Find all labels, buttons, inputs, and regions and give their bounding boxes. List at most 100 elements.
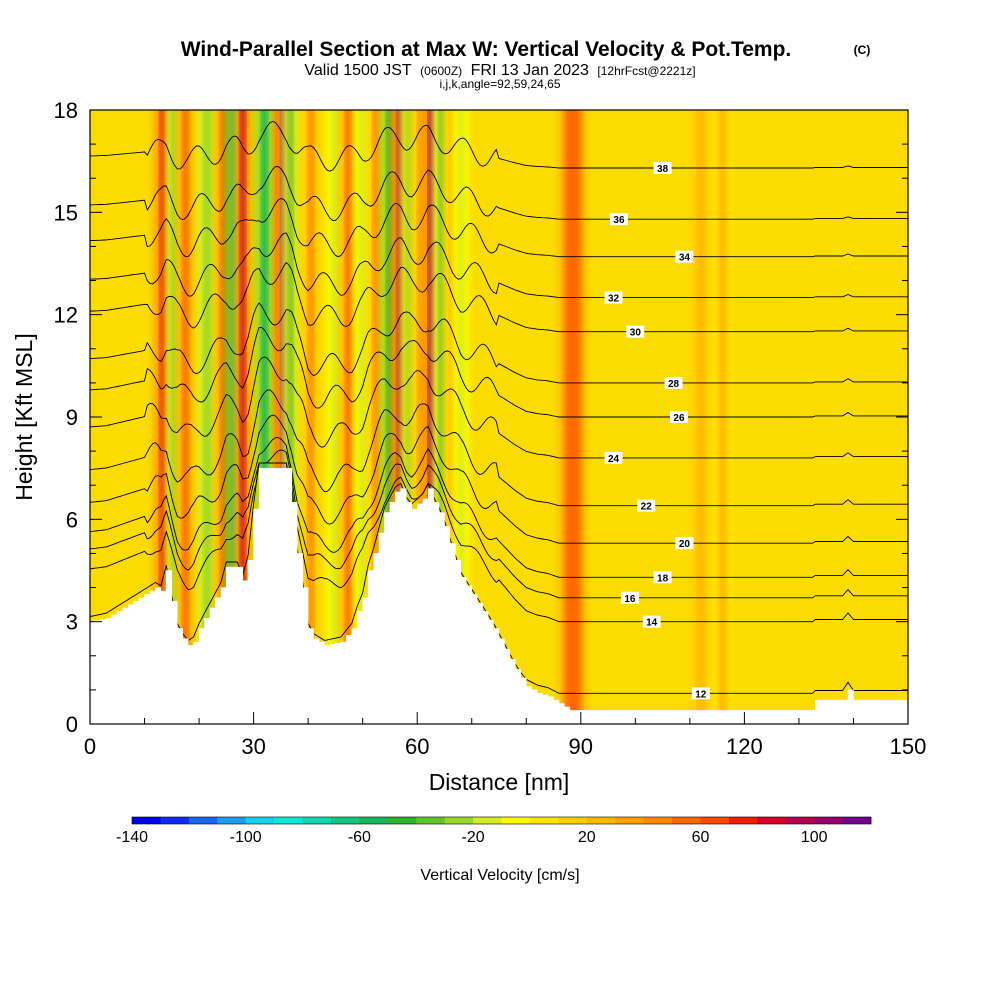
- isentrope-label-bg: [604, 291, 623, 304]
- x-tick-label: 120: [726, 734, 763, 759]
- colorbar-swatch: [302, 817, 332, 824]
- colorbar-tick-label: 20: [578, 829, 596, 846]
- colorbar-swatch: [245, 817, 275, 824]
- colorbar-tick-label: -140: [116, 829, 148, 846]
- isentrope-label: 18: [657, 573, 669, 584]
- isentrope-label: 20: [679, 539, 691, 550]
- y-tick-label: 15: [54, 200, 78, 225]
- colorbar-swatch: [501, 817, 531, 824]
- isentrope-label-bg: [620, 591, 639, 604]
- velocity-band: [171, 110, 178, 724]
- isentrope-line: [90, 437, 908, 578]
- valid-time-line: Valid 1500 JST (0600Z) FRI 13 Jan 2023 […: [304, 62, 695, 79]
- colorbar-tick-label: 100: [801, 829, 828, 846]
- x-tick-label: 30: [241, 734, 265, 759]
- colorbar-swatch: [473, 817, 502, 824]
- colorbar-swatch: [757, 817, 787, 824]
- isentrope-line: [90, 302, 908, 384]
- colorbar-frame: [131, 816, 872, 825]
- velocity-band: [239, 110, 246, 724]
- x-axis-label: Distance [nm]: [429, 769, 570, 795]
- forecast-info: [12hrFcst@2221z]: [597, 64, 695, 78]
- y-tick-label: 6: [66, 507, 78, 532]
- y-tick-label: 18: [54, 98, 78, 123]
- colorbar-swatch: [132, 817, 161, 824]
- isentrope-line: [90, 326, 908, 418]
- colorbar-swatch: [387, 817, 417, 824]
- isentrope-label: 38: [657, 164, 669, 175]
- isentrope-label-bg: [675, 250, 694, 263]
- isentrope-label-bg: [664, 376, 683, 389]
- y-axis-label: Height [Kft MSL]: [11, 333, 37, 500]
- velocity-band: [261, 110, 268, 724]
- isentrope-lines: 12 14 16 18 20 22 24 26 28 30 32 34 36 38: [90, 120, 908, 700]
- colorbar-swatch: [586, 817, 616, 824]
- colorbar-swatch: [728, 817, 758, 824]
- isentrope-label: 32: [608, 294, 620, 305]
- isentrope-label: 12: [695, 689, 707, 700]
- isentrope-label-bg: [609, 213, 628, 226]
- isentrope-label-bg: [653, 161, 672, 174]
- isentrope-label-bg: [669, 411, 688, 423]
- velocity-band: [458, 110, 464, 724]
- velocity-band: [220, 110, 228, 724]
- colorbar-swatch: [160, 817, 190, 824]
- velocity-band: [428, 110, 434, 724]
- grid-params: i,j,k,angle=92,59,24,65: [439, 77, 560, 91]
- valid-time: Valid 1500 JST: [304, 62, 412, 79]
- velocity-band: [417, 110, 423, 724]
- isentrope-label: 36: [613, 215, 625, 226]
- y-tick-label: 0: [66, 712, 78, 737]
- isentrope-label-bg: [653, 571, 672, 584]
- y-tick-label: 3: [66, 610, 78, 635]
- y-tick-label: 12: [54, 303, 78, 328]
- colorbar-swatch: [672, 817, 701, 824]
- isentrope-label-bg: [626, 325, 645, 338]
- isentrope-label: 34: [679, 253, 691, 264]
- copyright-mark: (C): [854, 43, 871, 57]
- isentrope-line: [90, 462, 908, 623]
- velocity-band: [331, 110, 339, 724]
- velocity-band: [307, 110, 315, 724]
- y-tick-label: 9: [66, 405, 78, 430]
- isentrope-line: [90, 198, 908, 258]
- isentrope-label: 14: [646, 618, 658, 629]
- velocity-band: [288, 110, 294, 724]
- isentrope-line: [90, 261, 908, 333]
- velocity-band: [386, 110, 394, 724]
- velocity-band: [345, 110, 353, 724]
- colorbar: -140 -100 -60 -20 20 60 100: [116, 816, 872, 846]
- colorbar-swatch: [700, 817, 730, 824]
- colorbar-swatch: [558, 817, 588, 824]
- isentrope-label-bg: [642, 615, 661, 628]
- isentrope-line: [90, 120, 908, 172]
- isentrope-label-bg: [604, 451, 623, 464]
- velocity-band: [159, 110, 168, 724]
- colorbar-swatch: [814, 817, 843, 824]
- valid-date: FRI 13 Jan 2023: [471, 62, 589, 79]
- isentrope-line: [90, 166, 908, 221]
- isentrope-label: 26: [673, 413, 685, 424]
- velocity-band: [203, 110, 212, 724]
- isentrope-line: [90, 449, 908, 599]
- colorbar-swatch: [615, 817, 644, 824]
- x-tick-label: 90: [569, 734, 593, 759]
- colorbar-tick-label: -60: [348, 829, 371, 846]
- valid-utc: (0600Z): [420, 64, 462, 78]
- colorbar-swatch: [643, 817, 673, 824]
- colorbar-swatch: [416, 817, 445, 824]
- velocity-band: [359, 110, 366, 724]
- colorbar-tick-label: 60: [692, 829, 710, 846]
- velocity-band: [406, 110, 413, 724]
- colorbar-swatch: [785, 817, 815, 824]
- isentrope-line: [90, 389, 908, 507]
- isentrope-label-bg: [675, 537, 694, 550]
- x-tick-label: 0: [84, 734, 96, 759]
- isentrope-label-bg: [691, 687, 710, 700]
- isentrope-line: [90, 414, 908, 544]
- isentrope-line: [90, 232, 908, 299]
- isentrope-label: 30: [630, 328, 642, 339]
- colorbar-swatch: [330, 817, 360, 824]
